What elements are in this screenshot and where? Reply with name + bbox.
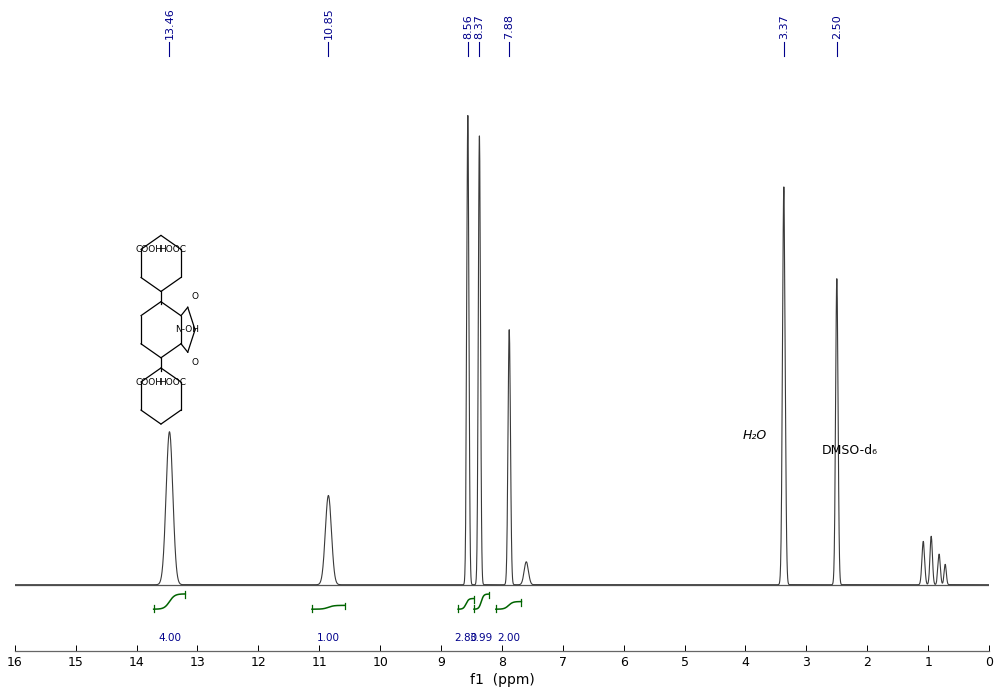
Text: N-OH: N-OH [175, 325, 199, 335]
Text: 3.99: 3.99 [470, 633, 493, 643]
Text: O: O [192, 292, 199, 301]
Text: 8.37: 8.37 [474, 15, 484, 40]
Text: 8.56: 8.56 [463, 15, 473, 40]
Text: 2.80: 2.80 [454, 633, 478, 643]
Text: HOOC: HOOC [160, 245, 187, 254]
Text: 10.85: 10.85 [323, 8, 333, 40]
Text: 2.50: 2.50 [832, 15, 842, 40]
Text: COOH: COOH [135, 378, 162, 387]
Text: H₂O: H₂O [743, 429, 767, 442]
Text: 4.00: 4.00 [158, 633, 181, 643]
X-axis label: f1  (ppm): f1 (ppm) [470, 673, 534, 687]
Text: 13.46: 13.46 [164, 8, 174, 40]
Text: 3.37: 3.37 [779, 15, 789, 40]
Text: COOH: COOH [135, 245, 162, 254]
Text: O: O [192, 358, 199, 367]
Text: 7.88: 7.88 [504, 15, 514, 40]
Text: 2.00: 2.00 [497, 633, 520, 643]
Text: DMSO-d₆: DMSO-d₆ [822, 444, 878, 457]
Text: 1.00: 1.00 [317, 633, 340, 643]
Text: HOOC: HOOC [160, 378, 187, 387]
